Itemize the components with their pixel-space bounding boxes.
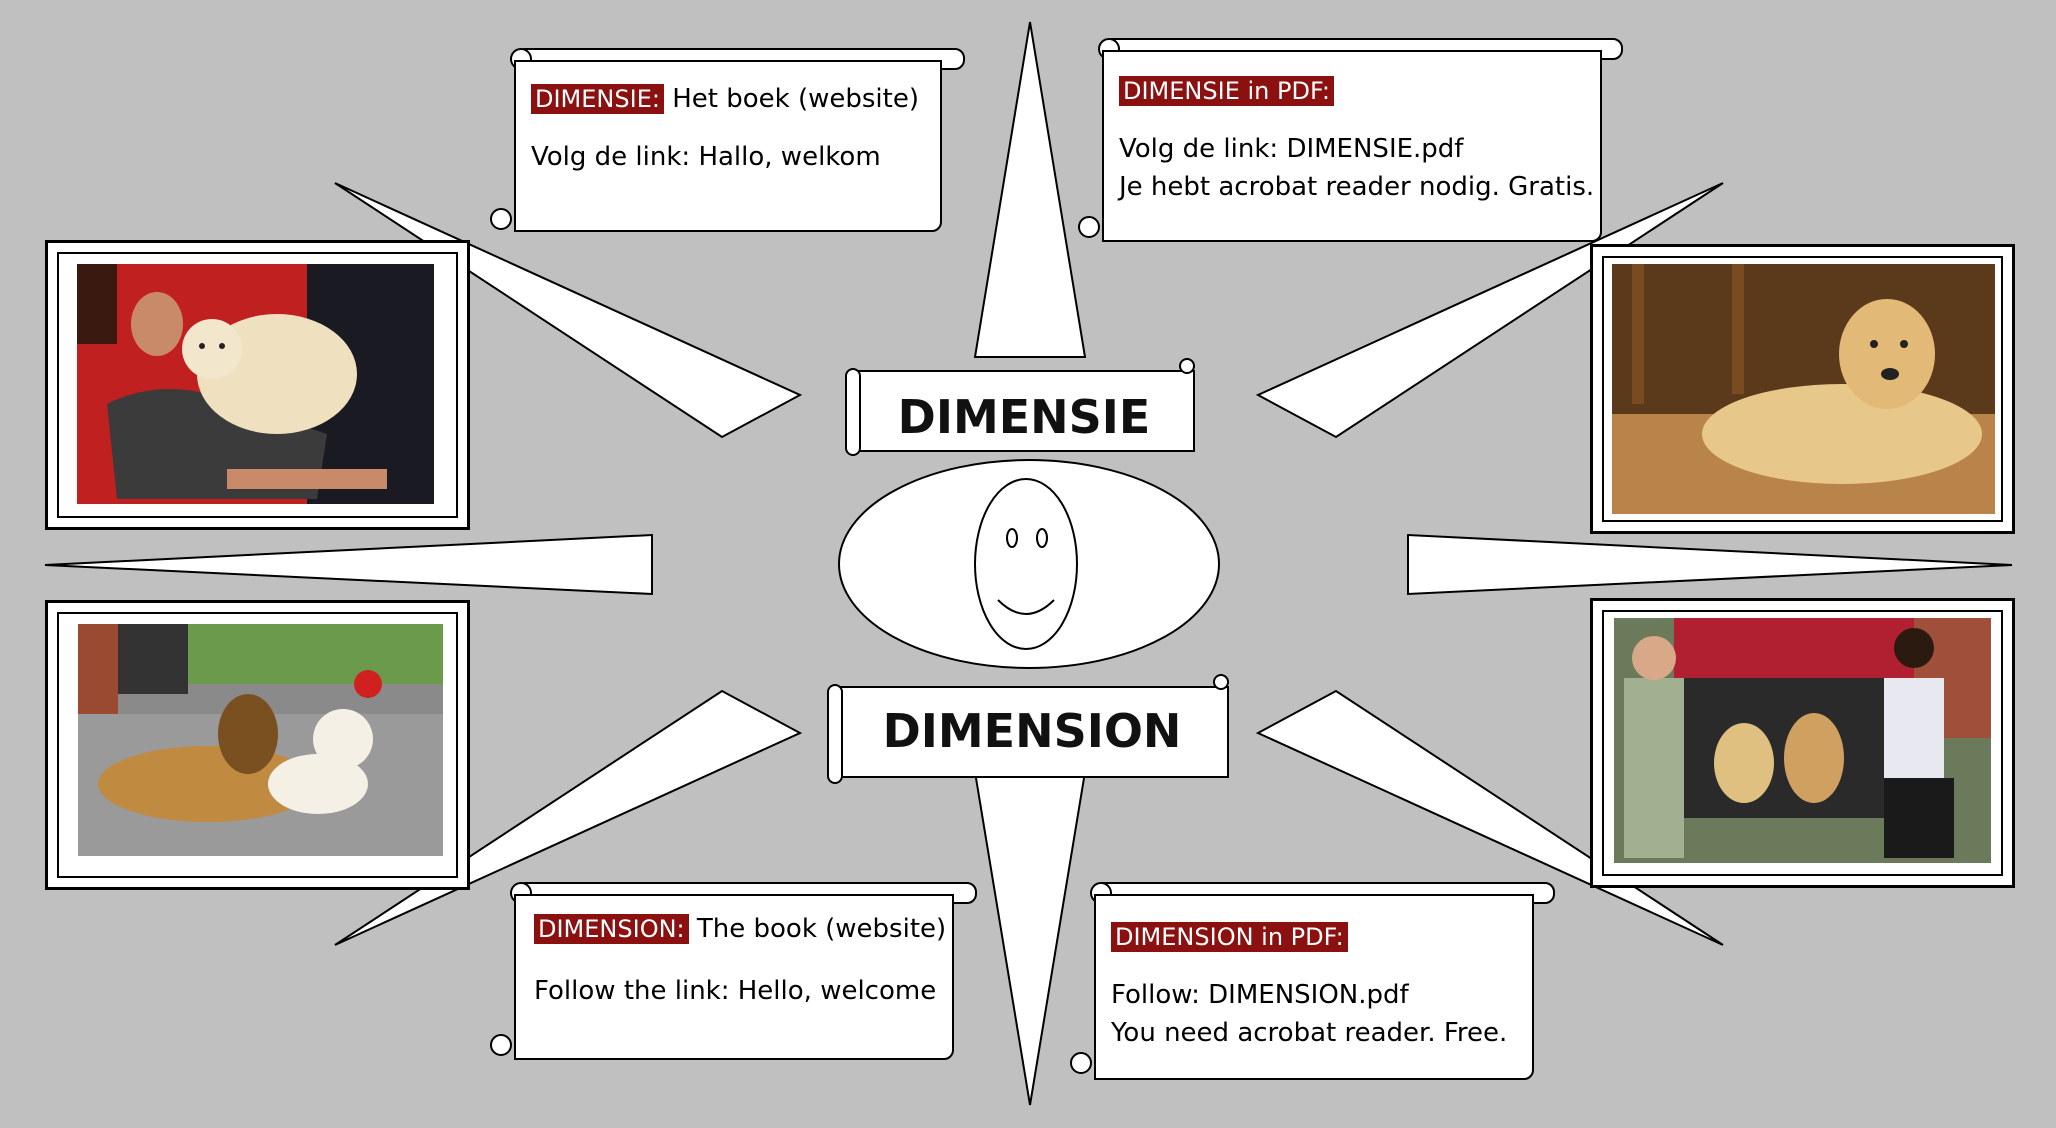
nl-website-tag: DIMENSIE: bbox=[531, 84, 664, 114]
en-pdf-tag: DIMENSION in PDF: bbox=[1111, 922, 1348, 952]
photo-frame-bottom-right bbox=[1590, 598, 2015, 888]
smiley-features bbox=[997, 528, 1055, 615]
nl-pdf-note: Je hebt acrobat reader nodig. Gratis. bbox=[1119, 172, 1595, 202]
photo-frame-top-right bbox=[1590, 244, 2015, 534]
title-dimension: DIMENSION bbox=[882, 704, 1182, 758]
nl-website-title: Het boek (website) bbox=[663, 84, 919, 114]
photo-collie-and-retriever bbox=[78, 624, 443, 856]
en-pdf-note: You need acrobat reader. Free. bbox=[1111, 1018, 1508, 1048]
photo-golden-retriever bbox=[1612, 264, 1995, 514]
scroll-nl-website: DIMENSIE: Het boek (website) Volg de lin… bbox=[490, 48, 970, 238]
ray-left bbox=[44, 533, 653, 596]
photo-women-with-dogs bbox=[1614, 618, 1991, 863]
en-website-link[interactable]: Follow the link: Hello, welcome bbox=[534, 976, 937, 1006]
nl-pdf-link[interactable]: Volg de link: DIMENSIE.pdf bbox=[1119, 134, 1464, 164]
title-scroll-bottom: DIMENSION bbox=[827, 674, 1229, 786]
nl-pdf-tag: DIMENSIE in PDF: bbox=[1119, 76, 1334, 106]
en-website-tag: DIMENSION: bbox=[534, 914, 689, 944]
scroll-en-website: DIMENSION: The book (website) Follow the… bbox=[490, 882, 980, 1062]
en-website-title: The book (website) bbox=[688, 914, 947, 944]
smiley-mouth bbox=[997, 599, 1055, 615]
smiley-face bbox=[974, 478, 1078, 650]
scroll-en-pdf: DIMENSION in PDF: Follow: DIMENSION.pdf … bbox=[1070, 882, 1560, 1082]
title-scroll-top: DIMENSIE bbox=[845, 358, 1195, 458]
photo-frame-top-left bbox=[45, 240, 470, 530]
en-website-line: DIMENSION: The book (website) bbox=[534, 910, 946, 948]
smiley-eye-right bbox=[1036, 528, 1048, 548]
ray-bottom bbox=[973, 771, 1087, 1106]
ray-top bbox=[973, 21, 1087, 358]
nl-website-link[interactable]: Volg de link: Hallo, welkom bbox=[531, 142, 881, 172]
scroll-nl-pdf: DIMENSIE in PDF: Volg de link: DIMENSIE.… bbox=[1078, 38, 1628, 246]
photo-frame-bottom-left bbox=[45, 600, 470, 890]
en-pdf-link[interactable]: Follow: DIMENSION.pdf bbox=[1111, 980, 1409, 1010]
ray-right bbox=[1407, 533, 2013, 596]
nl-website-line: DIMENSIE: Het boek (website) bbox=[531, 80, 919, 118]
smiley-eye-left bbox=[1006, 528, 1018, 548]
photo-man-with-dog bbox=[77, 264, 434, 504]
title-dimensie: DIMENSIE bbox=[897, 390, 1151, 444]
